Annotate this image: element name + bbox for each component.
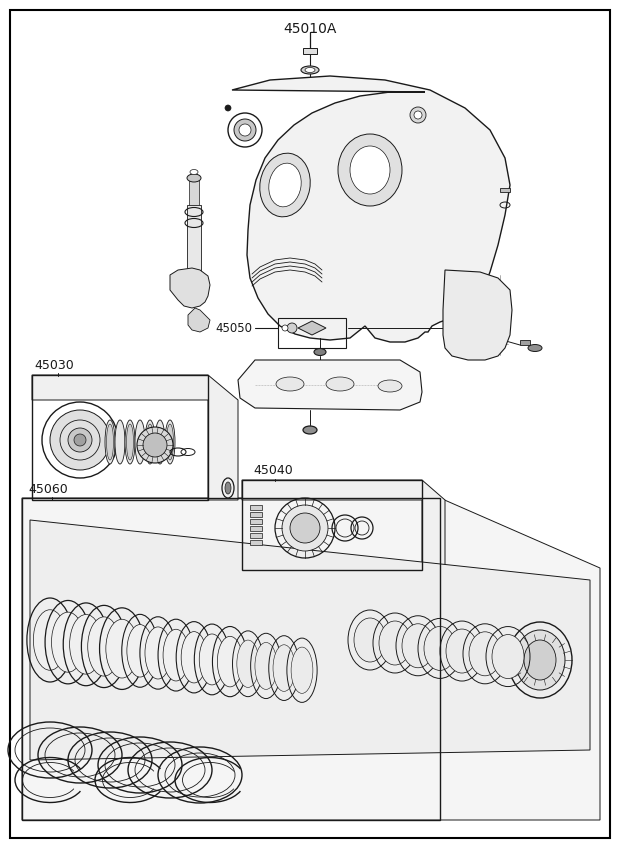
Ellipse shape	[107, 424, 113, 460]
Ellipse shape	[145, 627, 171, 679]
Text: 45050: 45050	[215, 322, 252, 335]
Bar	[500, 188, 510, 192]
Ellipse shape	[181, 632, 207, 683]
Ellipse shape	[350, 146, 390, 194]
Bar	[250, 533, 262, 538]
Ellipse shape	[515, 630, 565, 690]
Ellipse shape	[135, 420, 145, 464]
Ellipse shape	[269, 163, 301, 207]
Bar	[250, 505, 262, 510]
Ellipse shape	[74, 434, 86, 446]
Bar	[278, 318, 346, 348]
Bar	[189, 180, 199, 205]
Polygon shape	[238, 360, 422, 410]
Text: 45010A: 45010A	[283, 22, 337, 36]
Polygon shape	[232, 76, 510, 342]
Polygon shape	[298, 321, 326, 335]
Text: 45060: 45060	[28, 483, 68, 496]
Ellipse shape	[354, 618, 386, 662]
Polygon shape	[32, 375, 238, 500]
Ellipse shape	[528, 344, 542, 352]
Polygon shape	[242, 480, 445, 570]
Ellipse shape	[33, 610, 66, 670]
Bar	[520, 340, 530, 345]
Ellipse shape	[301, 66, 319, 74]
Bar	[250, 512, 262, 517]
Ellipse shape	[146, 424, 154, 460]
Ellipse shape	[424, 627, 456, 671]
Ellipse shape	[410, 107, 426, 123]
Ellipse shape	[237, 640, 259, 688]
Ellipse shape	[165, 420, 175, 464]
Bar	[250, 540, 262, 545]
Bar	[250, 526, 262, 531]
Ellipse shape	[127, 625, 153, 677]
Ellipse shape	[163, 629, 189, 681]
Text: 45040: 45040	[253, 464, 293, 477]
Ellipse shape	[287, 323, 297, 333]
Ellipse shape	[492, 634, 524, 678]
Ellipse shape	[167, 424, 174, 460]
Polygon shape	[22, 498, 600, 820]
Ellipse shape	[69, 615, 102, 674]
Bar	[242, 480, 422, 570]
Ellipse shape	[338, 134, 402, 206]
Ellipse shape	[469, 632, 501, 676]
Polygon shape	[188, 308, 210, 332]
Ellipse shape	[290, 513, 320, 543]
Bar	[250, 519, 262, 524]
Ellipse shape	[291, 647, 313, 694]
Ellipse shape	[126, 424, 133, 460]
Ellipse shape	[155, 420, 165, 464]
Ellipse shape	[187, 174, 201, 182]
Ellipse shape	[260, 153, 310, 217]
Ellipse shape	[282, 325, 288, 331]
Ellipse shape	[87, 616, 120, 676]
Ellipse shape	[190, 170, 198, 175]
Ellipse shape	[303, 426, 317, 434]
Ellipse shape	[305, 68, 315, 72]
Ellipse shape	[282, 505, 328, 551]
Ellipse shape	[234, 119, 256, 141]
Ellipse shape	[314, 349, 326, 355]
Ellipse shape	[106, 619, 138, 678]
Ellipse shape	[199, 634, 224, 685]
Bar	[303, 48, 317, 54]
Ellipse shape	[276, 377, 304, 391]
Ellipse shape	[402, 624, 434, 667]
Ellipse shape	[218, 636, 242, 687]
Polygon shape	[30, 520, 590, 760]
Ellipse shape	[255, 643, 277, 689]
Ellipse shape	[524, 640, 556, 680]
Ellipse shape	[273, 644, 295, 691]
Ellipse shape	[143, 433, 167, 457]
Ellipse shape	[225, 482, 231, 494]
Ellipse shape	[50, 410, 110, 470]
Ellipse shape	[115, 420, 125, 464]
Ellipse shape	[225, 105, 231, 111]
Ellipse shape	[239, 124, 251, 136]
Ellipse shape	[145, 420, 155, 464]
Ellipse shape	[446, 629, 478, 673]
Polygon shape	[170, 268, 210, 308]
Polygon shape	[443, 270, 512, 360]
Ellipse shape	[125, 420, 135, 464]
Ellipse shape	[51, 612, 84, 672]
Ellipse shape	[414, 111, 422, 119]
Ellipse shape	[68, 428, 92, 452]
Text: 45030: 45030	[34, 359, 74, 372]
Bar	[32, 375, 208, 500]
Ellipse shape	[379, 621, 411, 665]
Bar	[187, 205, 201, 273]
Ellipse shape	[105, 420, 115, 464]
Ellipse shape	[137, 427, 173, 463]
Bar	[22, 498, 440, 820]
Ellipse shape	[326, 377, 354, 391]
Ellipse shape	[378, 380, 402, 392]
